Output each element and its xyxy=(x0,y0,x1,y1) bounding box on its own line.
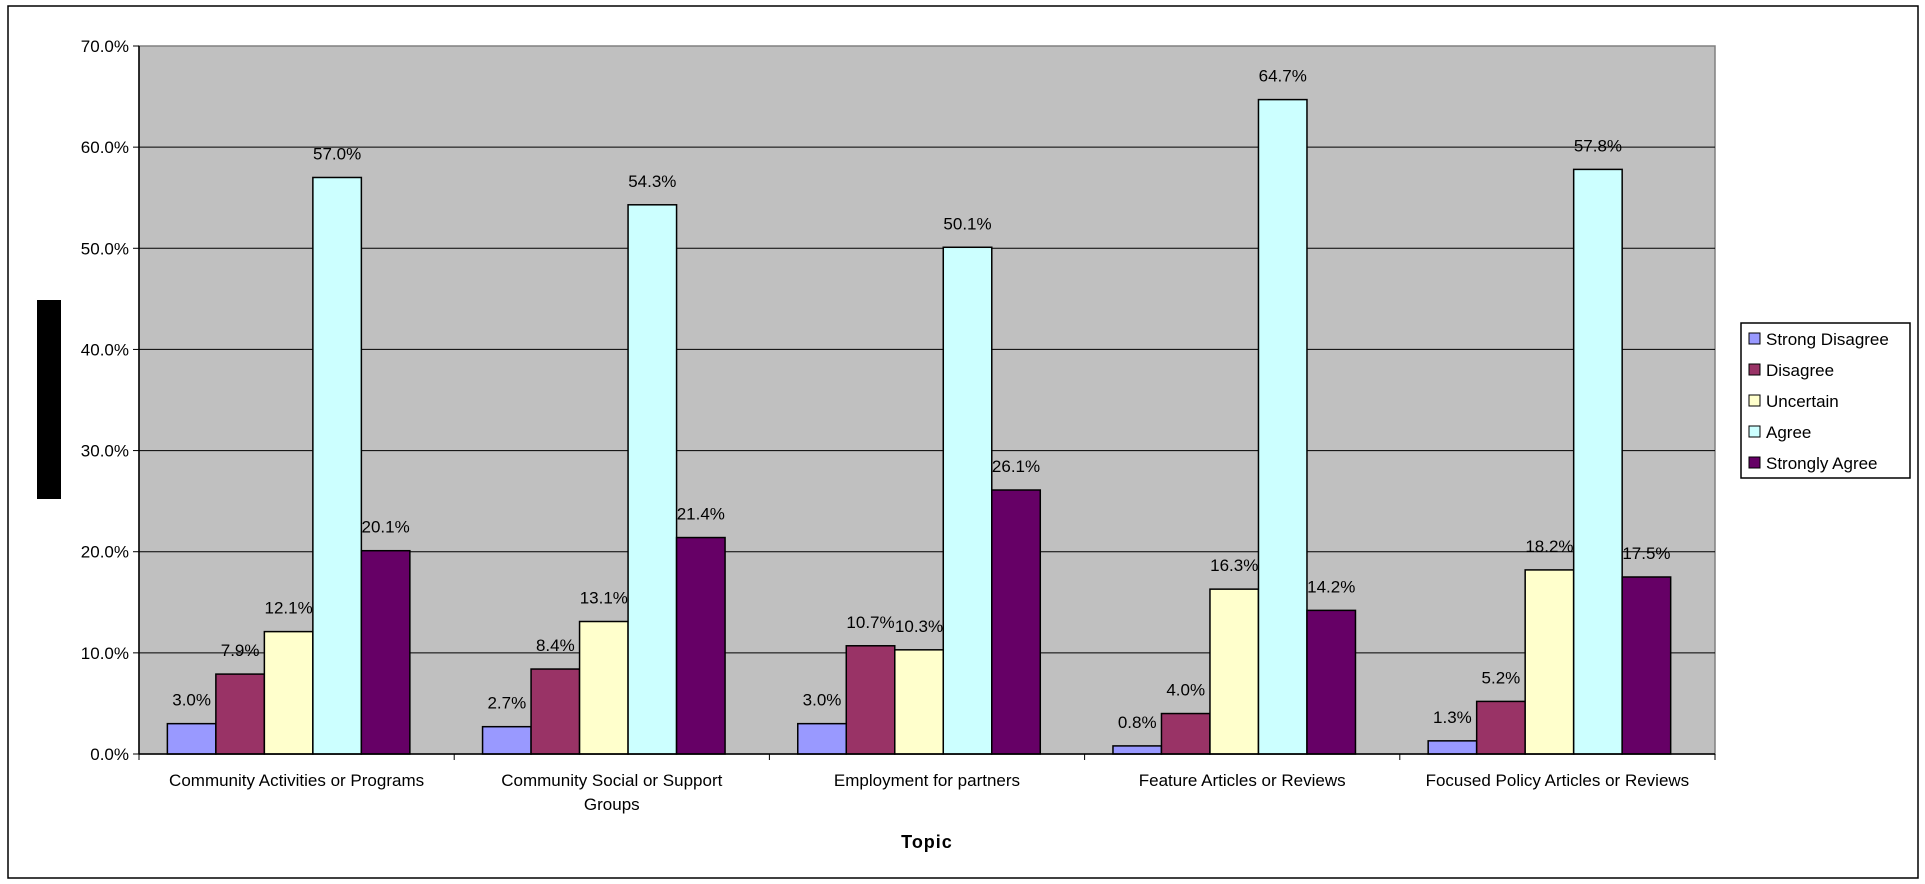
legend-swatch xyxy=(1748,425,1761,438)
data-label: 8.4% xyxy=(536,636,575,655)
legend-swatch xyxy=(1748,394,1761,407)
bar xyxy=(312,176,363,755)
bar xyxy=(942,246,993,755)
bar xyxy=(627,204,678,755)
data-label: 26.1% xyxy=(992,457,1040,476)
y-tick-label: 70.0% xyxy=(81,37,129,56)
x-tick-label: Groups xyxy=(584,795,640,814)
data-label: 14.2% xyxy=(1307,577,1355,596)
data-label: 1.3% xyxy=(1433,708,1472,727)
data-label: 64.7% xyxy=(1259,67,1307,86)
legend-item: Agree xyxy=(1748,423,1811,442)
legend-label: Agree xyxy=(1766,423,1811,442)
legend-box xyxy=(1740,322,1911,479)
data-label: 17.5% xyxy=(1622,544,1670,563)
x-tick-label: Feature Articles or Reviews xyxy=(1139,771,1346,790)
bar xyxy=(1209,588,1260,755)
legend: Strong Disagree Disagree Uncertain Agree Str… xyxy=(1740,322,1911,479)
bar xyxy=(1572,168,1623,755)
legend-item: Disagree xyxy=(1748,361,1834,380)
data-label: 21.4% xyxy=(677,505,725,524)
data-label: 2.7% xyxy=(487,694,526,713)
legend-item: Strong Disagree xyxy=(1748,330,1889,349)
legend-swatch xyxy=(1748,332,1761,345)
data-label: 12.1% xyxy=(265,599,313,618)
bar xyxy=(991,489,1042,755)
y-tick-label: 20.0% xyxy=(81,543,129,562)
legend-label: Uncertain xyxy=(1766,392,1839,411)
x-axis-ticks: Community Activities or Programs Communit… xyxy=(138,754,1716,814)
bar xyxy=(675,536,726,755)
data-labels: 3.0% 7.9% 12.1% 57.0% 20.1% 2.7% 8.4% 13.1% 54.3… xyxy=(172,67,1670,732)
bar xyxy=(1306,609,1357,755)
legend-item: Strongly Agree xyxy=(1748,454,1878,473)
y-tick-label: 0.0% xyxy=(90,745,129,764)
bar xyxy=(797,722,848,755)
bar xyxy=(1160,712,1211,755)
x-tick-label: Employment for partners xyxy=(834,771,1020,790)
data-label: 0.8% xyxy=(1118,713,1157,732)
data-label: 3.0% xyxy=(172,691,211,710)
legend-swatch xyxy=(1748,363,1761,376)
data-label: 10.3% xyxy=(895,617,943,636)
bar xyxy=(360,549,411,755)
x-axis-title: Topic xyxy=(901,832,953,852)
bars xyxy=(166,98,1672,755)
bar xyxy=(894,649,945,755)
data-label: 7.9% xyxy=(221,641,260,660)
data-label: 13.1% xyxy=(580,589,628,608)
legend-label: Strongly Agree xyxy=(1766,454,1878,473)
x-tick-label: Community Social or Support xyxy=(501,771,722,790)
legend-item: Uncertain xyxy=(1748,392,1839,411)
bar xyxy=(530,668,581,755)
y-tick-label: 30.0% xyxy=(81,442,129,461)
y-tick-label: 10.0% xyxy=(81,644,129,663)
data-label: 18.2% xyxy=(1525,537,1573,556)
legend-label: Strong Disagree xyxy=(1766,330,1889,349)
x-tick-label: Focused Policy Articles or Reviews xyxy=(1426,771,1690,790)
bar xyxy=(263,630,314,755)
data-label: 20.1% xyxy=(362,518,410,537)
bar xyxy=(481,725,532,755)
data-label: 50.1% xyxy=(943,214,991,233)
y-tick-label: 60.0% xyxy=(81,138,129,157)
bar xyxy=(166,722,217,755)
bar xyxy=(215,673,266,755)
bar xyxy=(1257,98,1308,755)
bar xyxy=(1112,745,1163,755)
bar xyxy=(1475,700,1526,755)
data-label: 4.0% xyxy=(1166,681,1205,700)
data-label: 54.3% xyxy=(628,172,676,191)
axes xyxy=(138,46,1715,755)
bar xyxy=(1621,576,1672,755)
y-axis-title-redaction xyxy=(37,300,61,499)
data-label: 57.0% xyxy=(313,144,361,163)
legend-swatch xyxy=(1748,456,1761,469)
bar xyxy=(1524,569,1575,755)
legend-label: Disagree xyxy=(1766,361,1834,380)
y-tick-label: 50.0% xyxy=(81,239,129,258)
y-tick-label: 40.0% xyxy=(81,340,129,359)
y-axis-ticks: 0.0% 10.0% 20.0% 30.0% 40.0% 50.0% 60.0% 70.0% xyxy=(81,37,139,764)
data-label: 5.2% xyxy=(1482,668,1521,687)
data-label: 10.7% xyxy=(846,613,894,632)
bar xyxy=(845,645,896,755)
data-label: 57.8% xyxy=(1574,136,1622,155)
x-tick-label: Community Activities or Programs xyxy=(169,771,424,790)
data-label: 3.0% xyxy=(803,691,842,710)
data-label: 16.3% xyxy=(1210,556,1258,575)
bar xyxy=(578,620,629,755)
bar xyxy=(1427,740,1478,755)
